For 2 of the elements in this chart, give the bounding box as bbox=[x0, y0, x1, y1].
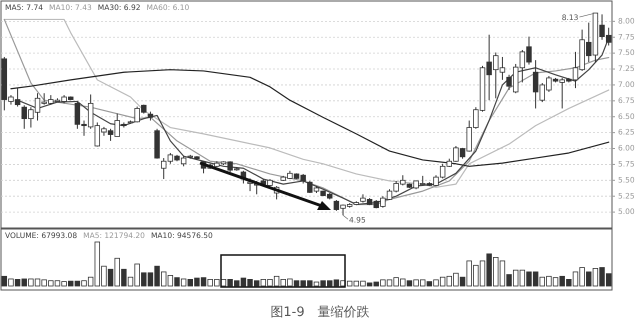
line-series bbox=[10, 69, 610, 167]
caption: 图1-9 量缩价跌 bbox=[270, 305, 370, 320]
